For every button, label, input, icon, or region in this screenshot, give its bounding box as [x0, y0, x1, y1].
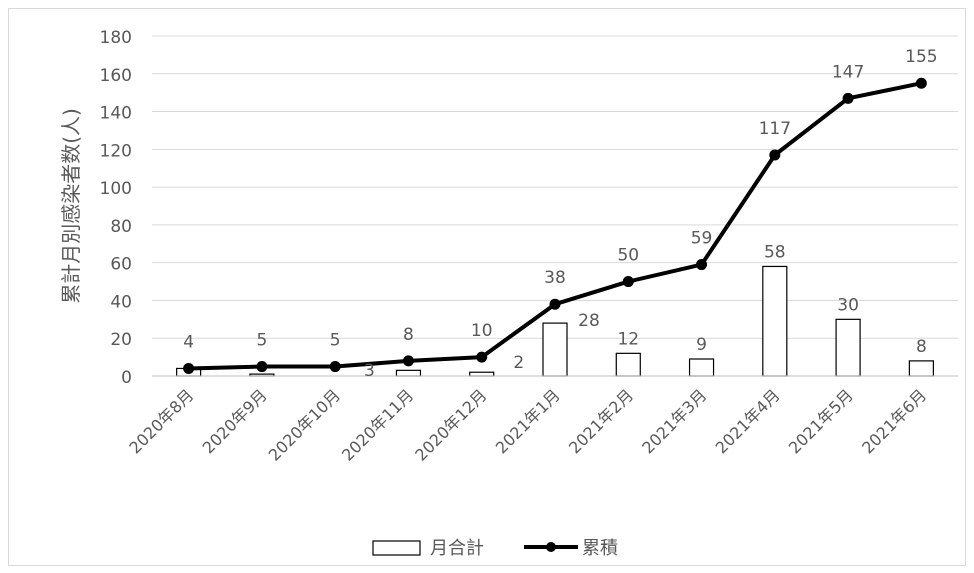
line-data-label: 59 — [691, 229, 713, 249]
bar-data-label: 8 — [916, 337, 927, 357]
line-data-label: 147 — [832, 62, 864, 82]
y-tick-label: 100 — [100, 179, 132, 199]
line-data-label: 8 — [403, 325, 414, 345]
bar-data-label: 3 — [364, 361, 375, 381]
line-point — [402, 355, 414, 367]
line-data-label: 117 — [759, 119, 791, 139]
bar-data-label: 28 — [578, 311, 600, 331]
line-point — [329, 361, 341, 373]
line-data-label: 50 — [617, 246, 639, 266]
line-data-label: 5 — [256, 331, 267, 351]
x-tick-label: 2021年2月 — [565, 385, 637, 457]
line-point — [915, 77, 927, 89]
x-tick-label: 2021年3月 — [638, 385, 710, 457]
y-axis-tick-labels: 0 20 40 60 80 100 120 140 160 180 — [100, 28, 132, 388]
x-tick-label: 2021年5月 — [785, 385, 857, 457]
line-point — [622, 276, 634, 288]
y-tick-label: 80 — [110, 217, 132, 237]
line-point — [256, 361, 268, 373]
bar — [615, 352, 641, 377]
bar — [542, 322, 568, 377]
line-point — [769, 149, 781, 161]
y-tick-label: 20 — [110, 330, 132, 350]
x-tick-label: 2020年8月 — [125, 385, 197, 457]
y-tick-label: 180 — [100, 28, 132, 48]
line-point — [476, 351, 488, 363]
bar — [688, 358, 715, 377]
gridlines — [152, 35, 958, 339]
bar — [469, 371, 495, 377]
x-tick-label: 2020年9月 — [199, 385, 271, 457]
bar-series — [176, 265, 934, 377]
bar-data-label: 58 — [764, 242, 786, 262]
y-tick-label: 140 — [100, 104, 132, 124]
line-point — [696, 259, 708, 271]
legend: 月合計 累積 — [372, 538, 618, 559]
line-series — [183, 77, 927, 374]
bar-data-label: 9 — [696, 335, 707, 355]
bar-data-label: 12 — [617, 329, 639, 349]
y-tick-label: 60 — [110, 255, 132, 275]
bar — [762, 265, 788, 377]
legend-bar-label: 月合計 — [430, 538, 484, 559]
x-tick-label: 2020年12月 — [411, 385, 490, 464]
y-axis-title: 累計月別感染者数(人) — [59, 108, 83, 304]
line-point — [183, 362, 195, 374]
y-tick-label: 0 — [121, 368, 132, 388]
line-data-label: 155 — [905, 47, 937, 67]
y-tick-label: 160 — [100, 66, 132, 86]
legend-bar-swatch — [372, 540, 421, 556]
line-point — [842, 92, 854, 104]
bar — [908, 360, 934, 377]
line-data-label: 38 — [544, 268, 566, 288]
bar-data-label: 30 — [837, 295, 859, 315]
x-tick-label: 2021年1月 — [492, 385, 564, 457]
x-tick-label: 2021年6月 — [858, 385, 930, 457]
line-data-label: 5 — [330, 331, 341, 351]
legend-line-label: 累積 — [582, 538, 618, 559]
line-point — [549, 298, 561, 310]
x-tick-label: 2020年10月 — [265, 385, 344, 464]
y-tick-label: 40 — [110, 292, 132, 312]
y-tick-label: 120 — [100, 141, 132, 161]
bar — [835, 318, 861, 377]
bar — [395, 369, 422, 377]
line-data-label: 10 — [471, 321, 493, 341]
bar-data-label: 2 — [513, 353, 524, 373]
x-tick-label: 2020年11月 — [338, 385, 417, 464]
legend-line-marker — [546, 542, 556, 552]
line-data-label: 4 — [183, 332, 194, 352]
x-tick-label: 2021年4月 — [712, 385, 784, 457]
